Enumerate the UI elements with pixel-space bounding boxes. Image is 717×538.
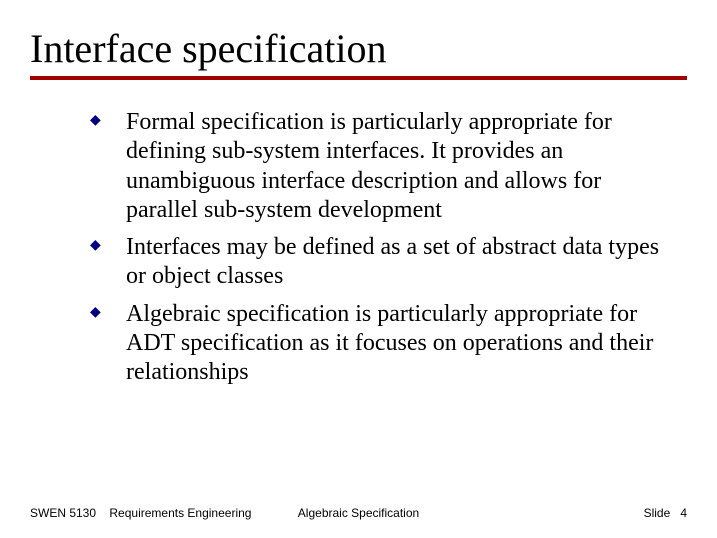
footer-left: SWEN 5130 Requirements Engineering bbox=[30, 506, 251, 520]
bullet-item: Algebraic specification is particularly … bbox=[90, 300, 677, 388]
footer-course-name: Requirements Engineering bbox=[109, 506, 251, 520]
bullet-text: Algebraic specification is particularly … bbox=[126, 301, 653, 386]
footer-slide-number: 4 bbox=[680, 506, 687, 520]
bullet-list: Formal specification is particularly app… bbox=[90, 108, 677, 387]
bullet-item: Formal specification is particularly app… bbox=[90, 108, 677, 225]
slide: Interface specification Formal specifica… bbox=[0, 0, 717, 538]
footer-slide-label: Slide bbox=[644, 506, 671, 520]
title-underline bbox=[30, 76, 687, 80]
bullet-text: Interfaces may be defined as a set of ab… bbox=[126, 234, 659, 289]
slide-body: Formal specification is particularly app… bbox=[30, 108, 687, 387]
footer-center: Algebraic Specification bbox=[298, 506, 419, 520]
bullet-item: Interfaces may be defined as a set of ab… bbox=[90, 233, 677, 292]
bullet-text: Formal specification is particularly app… bbox=[126, 109, 612, 223]
slide-title: Interface specification bbox=[30, 28, 687, 70]
slide-footer: SWEN 5130 Requirements Engineering Algeb… bbox=[0, 506, 717, 520]
footer-course-code: SWEN 5130 bbox=[30, 506, 96, 520]
footer-right: Slide 4 bbox=[644, 506, 687, 520]
